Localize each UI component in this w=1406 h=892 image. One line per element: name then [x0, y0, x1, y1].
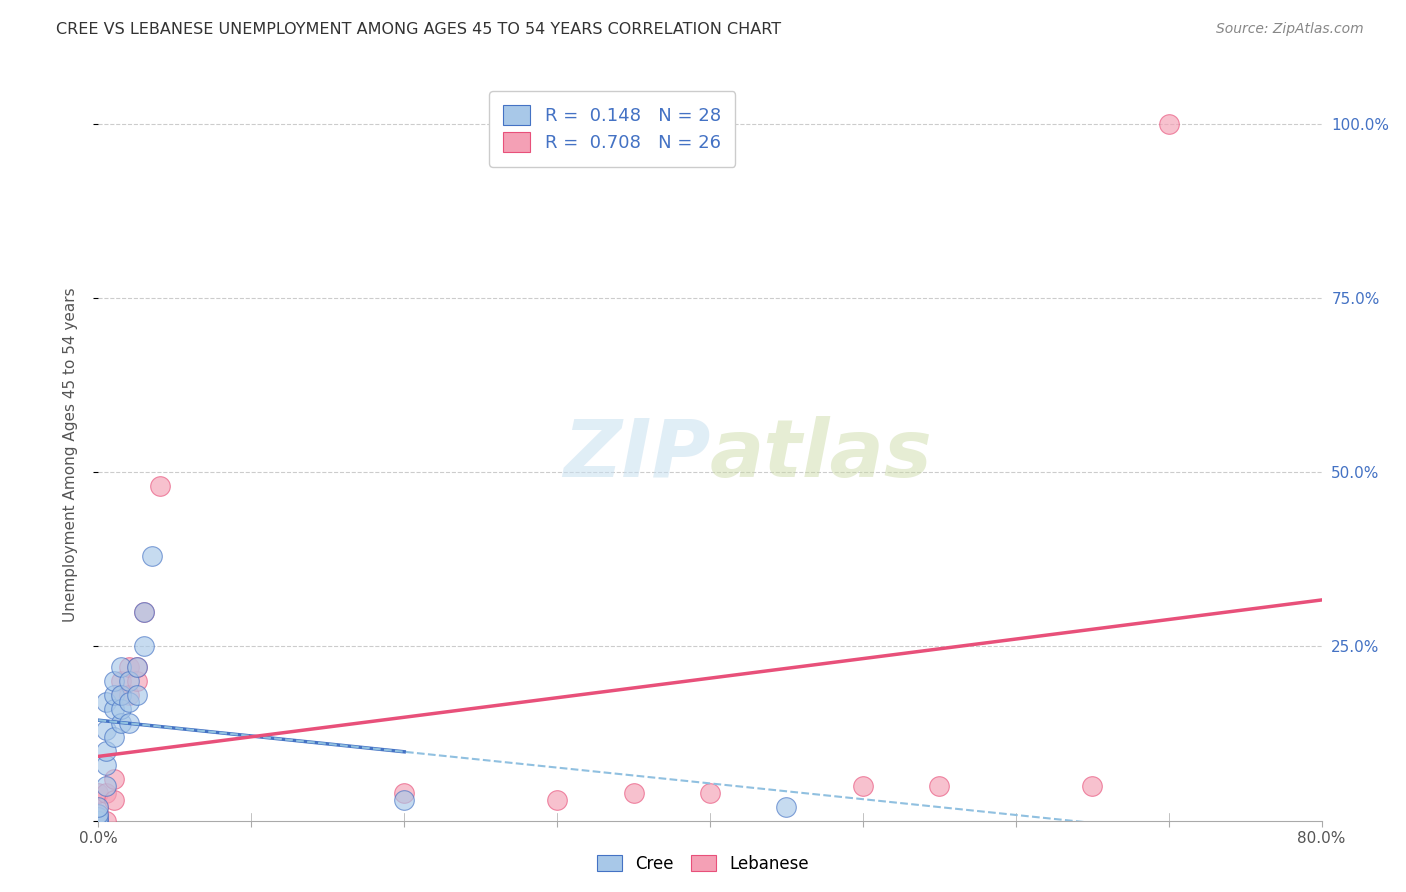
Legend: R =  0.148   N = 28, R =  0.708   N = 26: R = 0.148 N = 28, R = 0.708 N = 26	[489, 91, 735, 167]
Point	[392, 786, 416, 800]
Point	[87, 814, 110, 828]
Point	[103, 674, 125, 689]
Point	[87, 810, 110, 824]
Point	[110, 702, 132, 716]
Point	[87, 786, 110, 800]
Text: atlas: atlas	[710, 416, 932, 494]
Point	[94, 758, 117, 772]
Point	[118, 716, 141, 731]
Point	[392, 793, 416, 807]
Point	[87, 806, 110, 821]
Text: ZIP: ZIP	[562, 416, 710, 494]
Point	[87, 799, 110, 814]
Point	[94, 695, 117, 709]
Point	[87, 799, 110, 814]
Point	[118, 695, 141, 709]
Point	[141, 549, 163, 563]
Point	[87, 810, 110, 824]
Point	[134, 605, 156, 619]
Point	[110, 688, 132, 702]
Text: CREE VS LEBANESE UNEMPLOYMENT AMONG AGES 45 TO 54 YEARS CORRELATION CHART: CREE VS LEBANESE UNEMPLOYMENT AMONG AGES…	[56, 22, 782, 37]
Y-axis label: Unemployment Among Ages 45 to 54 years: Unemployment Among Ages 45 to 54 years	[63, 287, 77, 623]
Point	[94, 786, 117, 800]
Text: Source: ZipAtlas.com: Source: ZipAtlas.com	[1216, 22, 1364, 37]
Point	[87, 814, 110, 828]
Point	[775, 799, 797, 814]
Point	[103, 793, 125, 807]
Point	[110, 660, 132, 674]
Point	[699, 786, 721, 800]
Point	[928, 779, 950, 793]
Point	[134, 605, 156, 619]
Point	[103, 688, 125, 702]
Point	[1081, 779, 1104, 793]
Point	[125, 688, 148, 702]
Point	[94, 779, 117, 793]
Point	[118, 674, 141, 689]
Point	[110, 688, 132, 702]
Point	[110, 674, 132, 689]
Point	[149, 479, 172, 493]
Point	[134, 640, 156, 654]
Point	[103, 772, 125, 786]
Point	[1157, 117, 1180, 131]
Point	[103, 730, 125, 744]
Point	[623, 786, 645, 800]
Point	[546, 793, 568, 807]
Point	[125, 660, 148, 674]
Point	[852, 779, 875, 793]
Point	[118, 660, 141, 674]
Point	[125, 660, 148, 674]
Point	[87, 806, 110, 821]
Point	[87, 814, 110, 828]
Point	[94, 744, 117, 758]
Point	[125, 674, 148, 689]
Legend: Cree, Lebanese: Cree, Lebanese	[591, 848, 815, 880]
Point	[94, 723, 117, 737]
Point	[103, 702, 125, 716]
Point	[118, 688, 141, 702]
Point	[87, 814, 110, 828]
Point	[110, 716, 132, 731]
Point	[94, 814, 117, 828]
